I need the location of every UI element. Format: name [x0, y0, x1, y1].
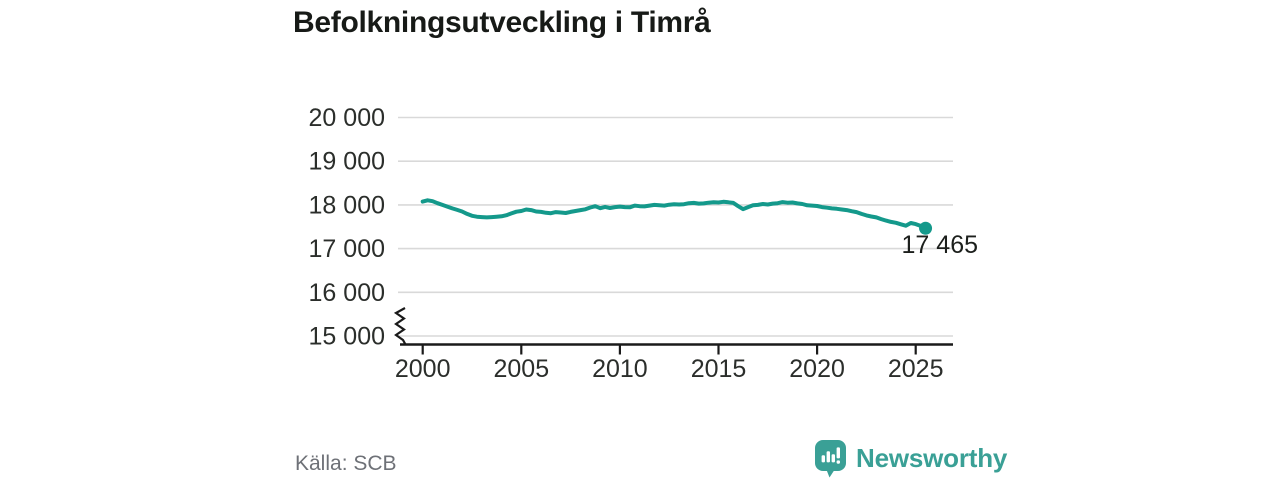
population-line: [420, 198, 928, 231]
x-axis-tick-label: 2005: [493, 355, 549, 383]
y-axis-tick-label: 16 000: [309, 279, 385, 307]
x-axis-tick-label: 2025: [888, 355, 944, 383]
y-axis-tick-label: 18 000: [309, 191, 385, 219]
x-axis-tick-label: 2010: [592, 355, 648, 383]
newsworthy-speech-bubble-bar-chart-icon: [815, 439, 846, 477]
y-axis-tick-label: 15 000: [309, 323, 385, 351]
y-axis-tick-label: 20 000: [309, 104, 385, 132]
newsworthy-wordmark: Newsworthy: [856, 443, 1008, 473]
x-axis-tick-label: 2000: [395, 355, 451, 383]
last-value-annotation: 17 465: [901, 231, 978, 259]
chart-title: Befolkningsutveckling i Timrå: [293, 6, 711, 39]
y-axis-tick-label: 19 000: [309, 148, 385, 176]
x-axis-tick-label: 2020: [789, 355, 845, 383]
last-value-dot: [919, 221, 933, 235]
newsworthy-logo: Newsworthy: [814, 439, 1008, 477]
y-axis-tick-label: 17 000: [309, 235, 385, 263]
source-attribution: Källa: SCB: [295, 452, 397, 475]
x-axis-tick-label: 2015: [691, 355, 747, 383]
axis-break-icon: [393, 307, 407, 346]
